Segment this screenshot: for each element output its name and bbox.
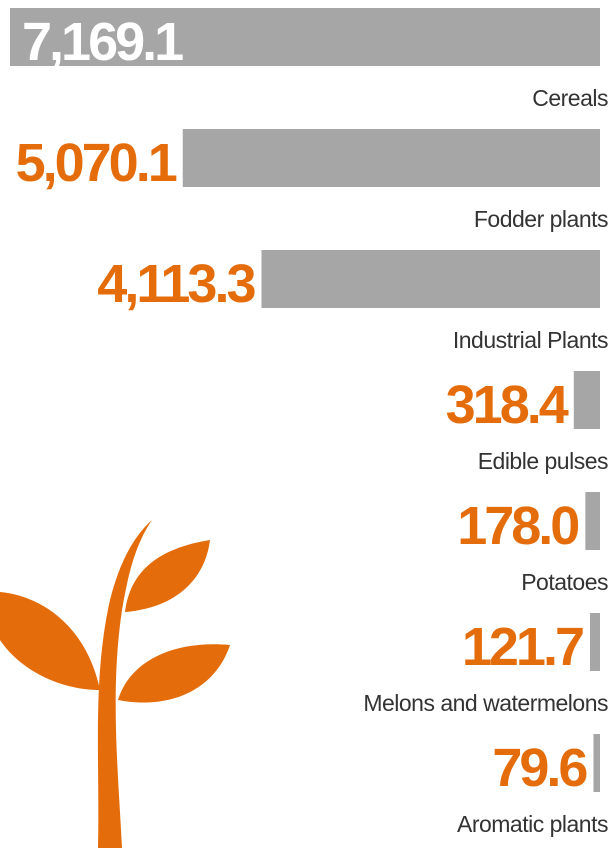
category-label: Cereals [532,85,608,111]
plant-illustration [0,520,230,848]
category-label: Edible pulses [478,448,608,474]
bar [585,492,600,550]
bar [593,734,600,792]
category-label: Industrial Plants [453,327,608,353]
value-label: 178.0 [457,496,578,556]
bar [589,613,600,671]
bar [261,250,600,308]
value-label: 318.4 [446,375,569,435]
category-label: Melons and watermelons [363,690,608,716]
bar [182,129,600,187]
category-label: Aromatic plants [457,811,608,837]
value-label: 5,070.1 [16,133,177,193]
value-label: 121.7 [462,617,583,677]
value-label: 79.6 [492,738,587,798]
bar [10,8,600,66]
category-label: Fodder plants [474,206,608,232]
category-label: Potatoes [521,569,608,595]
value-label: 4,113.3 [97,254,255,314]
value-label: 7,169.1 [22,12,183,72]
bar [573,371,600,429]
